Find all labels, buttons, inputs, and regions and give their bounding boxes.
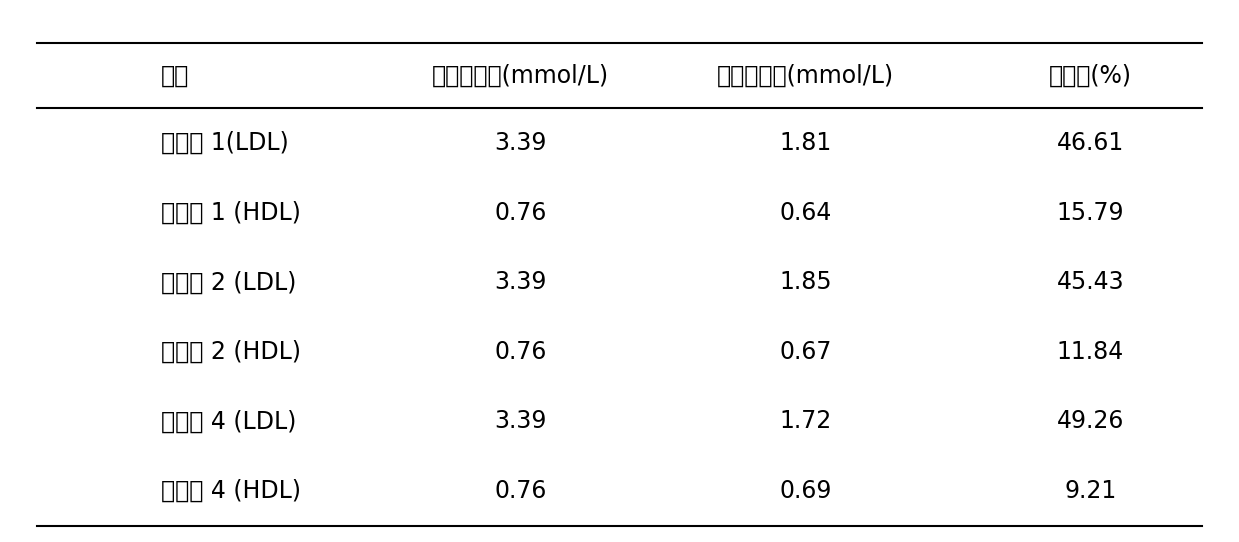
Text: 11.84: 11.84 (1057, 340, 1124, 364)
Text: 对比例 1 (HDL): 对比例 1 (HDL) (161, 201, 301, 225)
Text: 1.85: 1.85 (779, 270, 831, 294)
Text: 0.76: 0.76 (494, 340, 546, 364)
Text: 实施例 2 (LDL): 实施例 2 (LDL) (161, 270, 296, 294)
Text: 实施例 2 (HDL): 实施例 2 (HDL) (161, 340, 301, 364)
Text: 实施例 4 (HDL): 实施例 4 (HDL) (161, 479, 301, 503)
Text: 0.76: 0.76 (494, 201, 546, 225)
Text: 46.61: 46.61 (1057, 131, 1124, 155)
Text: 实施例 4 (LDL): 实施例 4 (LDL) (161, 409, 296, 434)
Text: 3.39: 3.39 (494, 131, 546, 155)
Text: 45.43: 45.43 (1057, 270, 1124, 294)
Text: 0.64: 0.64 (779, 201, 831, 225)
Text: 清除率(%): 清除率(%) (1049, 64, 1131, 88)
Text: 吸附前浓度(mmol/L): 吸附前浓度(mmol/L) (432, 64, 608, 88)
Text: 项目: 项目 (161, 64, 190, 88)
Text: 49.26: 49.26 (1057, 409, 1124, 434)
Text: 0.76: 0.76 (494, 479, 546, 503)
Text: 吸附后浓度(mmol/L): 吸附后浓度(mmol/L) (717, 64, 893, 88)
Text: 3.39: 3.39 (494, 270, 546, 294)
Text: 0.69: 0.69 (779, 479, 831, 503)
Text: 0.67: 0.67 (779, 340, 831, 364)
Text: 对比例 1(LDL): 对比例 1(LDL) (161, 131, 289, 155)
Text: 1.81: 1.81 (779, 131, 831, 155)
Text: 15.79: 15.79 (1057, 201, 1124, 225)
Text: 9.21: 9.21 (1064, 479, 1116, 503)
Text: 3.39: 3.39 (494, 409, 546, 434)
Text: 1.72: 1.72 (779, 409, 831, 434)
